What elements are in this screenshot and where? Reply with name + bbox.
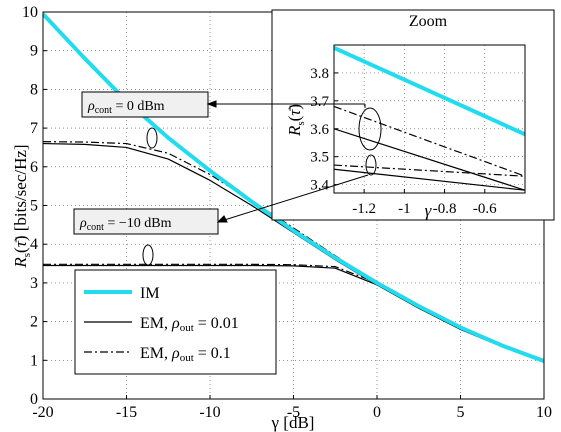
main-y-tick-label: 9: [30, 43, 38, 60]
main-y-tick-label: 4: [30, 236, 38, 253]
inset-y-tick-label: 3.7: [310, 94, 329, 110]
main-x-tick-label: -20: [32, 404, 53, 421]
main-y-tick-label: 0: [30, 391, 38, 408]
inset-y-tick-label: 3.5: [310, 150, 329, 166]
inset-y-axis-label: Rs(τ̄): [285, 104, 307, 137]
main-x-tick-label: 5: [457, 404, 465, 421]
inset-y-axis-label-group: Rs(τ̄): [285, 104, 307, 137]
legend-label-em-01: EM, ρout = 0.1: [140, 345, 231, 364]
annotation-minus10dbm: ρcont = −10 dBm: [73, 208, 219, 235]
inset-title: Zoom: [409, 13, 448, 30]
x-axis-label: γ [dB]: [271, 413, 315, 432]
inset-x-tick-label: -0.6: [473, 201, 497, 217]
inset-group-ellipse-0dbm: [358, 107, 382, 151]
main-x-tick-label: -10: [199, 404, 220, 421]
inset-axes-box: [333, 44, 526, 194]
inset-outer-box: [271, 9, 555, 221]
legend: IM EM, ρout = 0.01 EM, ρout = 0.1: [74, 269, 277, 375]
main-tick-labels: -20 -15 -10 -5 0 5 10 0 1 2 3 4 5 6 7 8 9 10: [22, 4, 552, 421]
svg-text:ρcont = 0 dBm: ρcont = 0 dBm: [87, 99, 165, 116]
main-y-tick-label: 6: [30, 159, 38, 176]
annotation-arrows: [206, 100, 369, 223]
inset-series-line-em-out-0-01-2: [334, 168, 525, 191]
inset-group-ellipse-minus10dbm: [365, 154, 377, 176]
inset-series: [334, 45, 525, 191]
main-x-tick-label: 0: [373, 404, 381, 421]
main-x-tick-label: 10: [536, 404, 552, 421]
inset-series-line-em-out-0-01-0: [334, 128, 525, 191]
legend-label-im: IM: [140, 285, 160, 302]
annotation-0dbm: ρcont = 0 dBm: [81, 91, 209, 118]
group-ellipse-0dbm: [146, 127, 158, 149]
inset-y-tick-label: 3.4: [310, 178, 329, 194]
inset-x-tick-label: -1.2: [352, 201, 376, 217]
main-x-tick-label: -5: [287, 404, 300, 421]
inset-grid: [334, 45, 525, 193]
svg-text:ρcont = −10 dBm: ρcont = −10 dBm: [79, 216, 172, 233]
main-y-tick-label: 2: [30, 314, 38, 331]
main-y-tick-label: 1: [30, 352, 38, 369]
y-axis-label-group: Rs(τ̄) [bits/sec/Hz]: [11, 144, 33, 268]
inset-y-tick-label: 3.6: [310, 122, 329, 138]
y-axis-label: Rs(τ̄) [bits/sec/Hz]: [11, 144, 33, 268]
inset-x-tick-label: -1: [398, 201, 411, 217]
inset-x-axis-label: γ: [425, 201, 433, 220]
main-x-tick-label: -15: [116, 404, 137, 421]
group-ellipse-minus10dbm: [142, 244, 154, 266]
main-y-tick-label: 5: [30, 198, 38, 215]
inset-x-tick-label: -0.8: [433, 201, 457, 217]
inset-tick-labels: -1.2 -1 -0.8 -0.6 3.4 3.5 3.6 3.7 3.8: [310, 66, 497, 217]
main-y-tick-label: 8: [30, 81, 38, 98]
inset-series-line-em-out-0-1-1: [334, 105, 525, 177]
inset-y-tick-label: 3.8: [310, 66, 329, 82]
main-y-tick-label: 7: [30, 120, 38, 137]
legend-label-em-001: EM, ρout = 0.01: [140, 315, 239, 334]
inset-series-line-im-4: [334, 45, 525, 137]
main-y-tick-label: 3: [30, 275, 38, 292]
main-y-tick-label: 10: [22, 4, 38, 21]
inset-frame: [271, 9, 555, 221]
